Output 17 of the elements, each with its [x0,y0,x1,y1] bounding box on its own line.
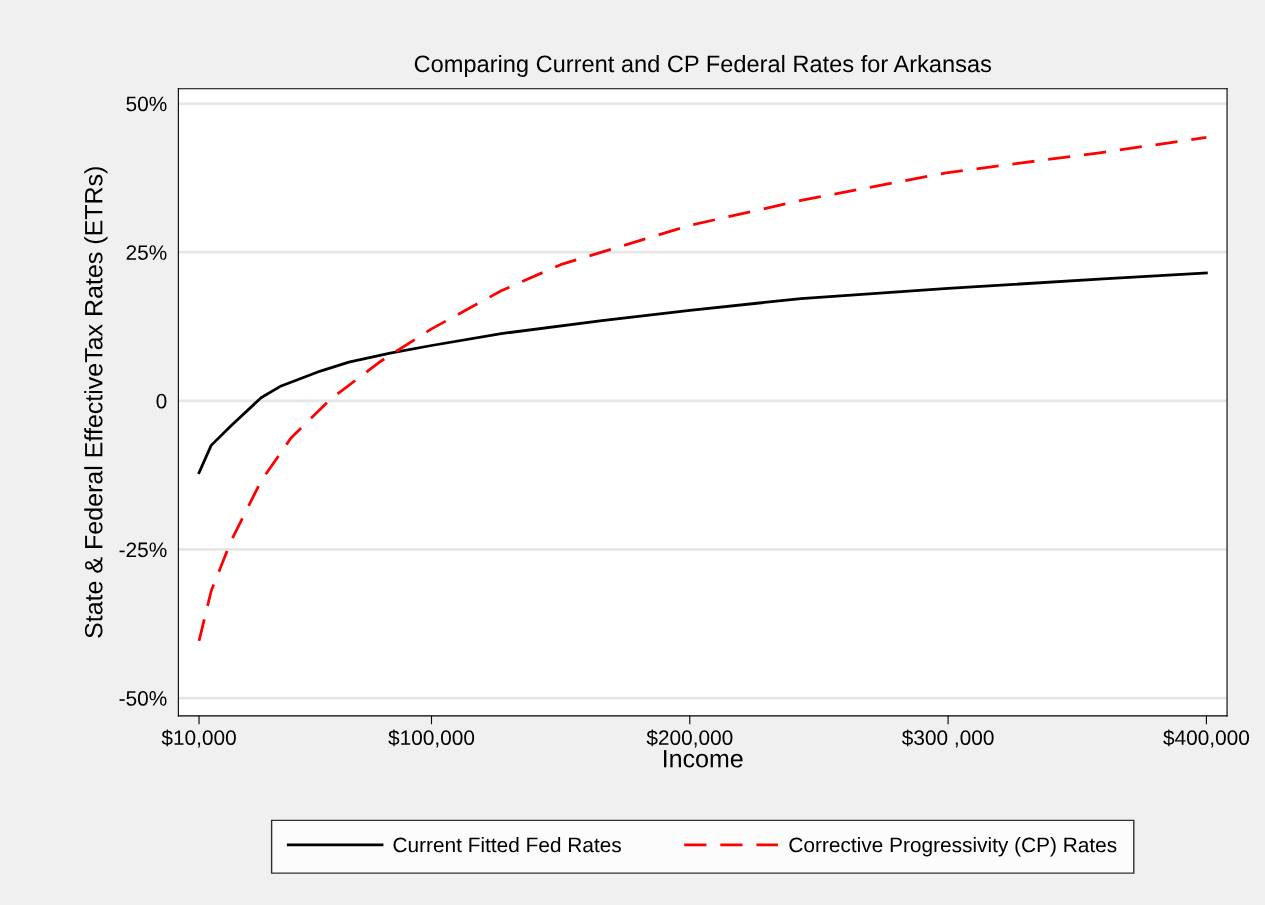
x-tick-label: $200,000 [646,729,733,748]
x-tick-label: $400,000 [1163,729,1250,748]
x-axis-title: Income [664,750,743,768]
line-series [197,271,1208,475]
legend-label: Corrective Progressivity (CP) Rates [789,837,1117,857]
y-tick-label: -50% [119,691,167,706]
y-tick-label: -25% [119,542,167,558]
x-tick-label: $300 ,000 [901,729,994,748]
y-axis-title: State & Federal EffectiveTax Rates (ETRs) [84,167,108,638]
y-tick-label: 25% [126,245,167,260]
chart-title: Comparing Current and CP Federal Rates for Arkansas [414,54,992,77]
legend-label: Current Fitted Fed Rates [393,837,621,853]
x-tick-label: $100,000 [388,729,475,748]
line-series [197,136,1208,643]
y-tick-label: 50% [126,96,167,112]
y-tick-label: 0 [156,393,167,409]
x-tick-label: $10,000 [161,729,236,748]
